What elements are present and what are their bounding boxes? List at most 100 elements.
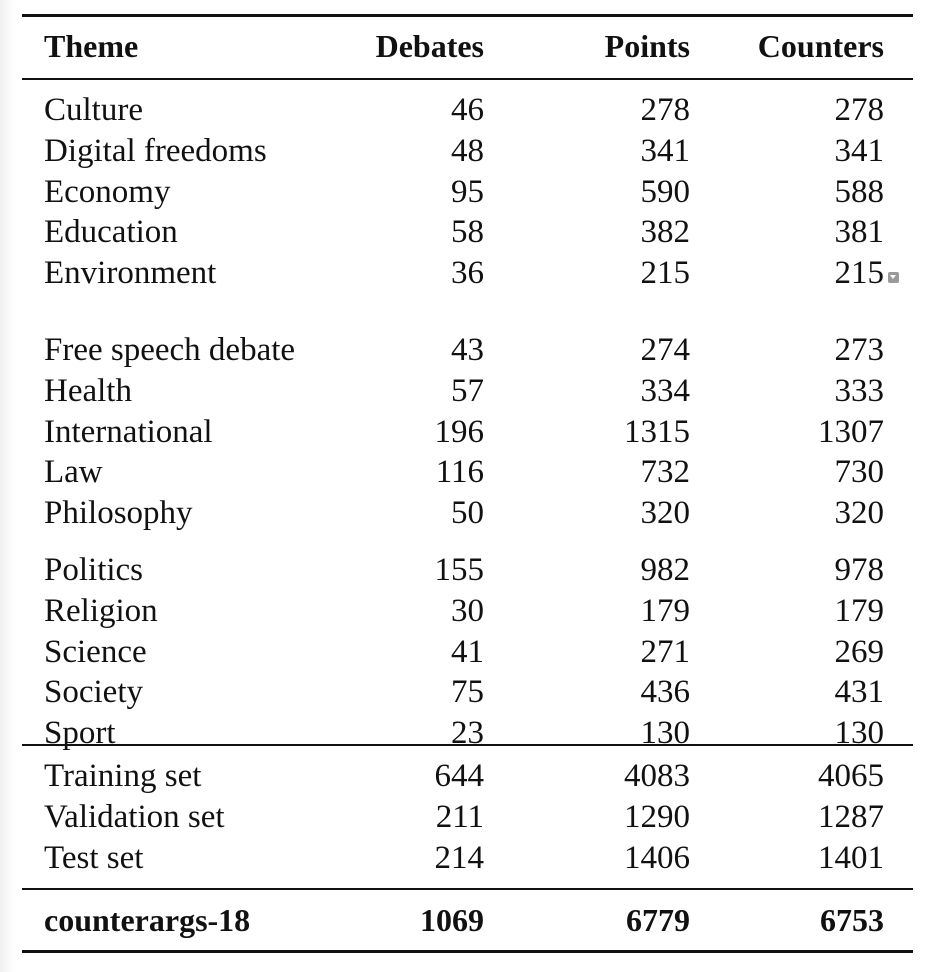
counters-cell: 1401 — [818, 840, 884, 876]
points-cell: 271 — [640, 634, 691, 670]
debates-cell: 23 — [451, 715, 484, 751]
theme-cell: Culture — [44, 92, 143, 128]
theme-cell: Health — [44, 373, 132, 409]
counters-cell: 273 — [834, 332, 885, 368]
splits-rule — [22, 744, 913, 746]
counters-cell: 333 — [834, 373, 885, 409]
header-theme: Theme — [44, 28, 139, 64]
debates-cell: 75 — [451, 674, 484, 710]
table-row: Science 41 271 269 — [22, 632, 913, 673]
header-points: Points — [604, 28, 690, 64]
theme-cell: International — [44, 414, 213, 450]
total-name: counterargs-18 — [44, 902, 251, 938]
header-debates: Debates — [375, 28, 484, 64]
debates-cell: 155 — [434, 552, 485, 588]
top-rule — [22, 14, 913, 17]
table-row: Training set 644 4083 4065 — [22, 756, 913, 797]
debates-cell: 43 — [451, 332, 484, 368]
counters-cell: 278 — [834, 92, 885, 128]
points-cell: 130 — [640, 715, 691, 751]
points-cell: 732 — [640, 454, 691, 490]
debates-cell: 50 — [451, 495, 484, 531]
debates-cell: 46 — [451, 92, 484, 128]
points-cell: 341 — [640, 133, 691, 169]
points-cell: 436 — [640, 674, 691, 710]
total-counters: 6753 — [820, 902, 884, 938]
theme-cell: Philosophy — [44, 495, 193, 531]
theme-cell: Science — [44, 634, 147, 670]
points-cell: 334 — [640, 373, 691, 409]
table-row: Religion 30 179 179 — [22, 591, 913, 632]
debates-cell: 41 — [451, 634, 484, 670]
counters-cell: 588 — [834, 174, 885, 210]
bottom-rule — [22, 950, 913, 953]
header-row: Theme Debates Points Counters — [22, 26, 913, 67]
counters-cell: 381 — [834, 214, 885, 250]
table-row: International 196 1315 1307 — [22, 412, 913, 453]
debates-cell: 58 — [451, 214, 484, 250]
table-row: Free speech debate 43 274 273 — [22, 330, 913, 371]
points-cell: 982 — [640, 552, 691, 588]
theme-cell: Politics — [44, 552, 144, 588]
counters-cell: 269 — [834, 634, 885, 670]
table-row: Education 58 382 381 — [22, 212, 913, 253]
table-row: Sport 23 130 130 — [22, 713, 913, 754]
debates-cell: 95 — [451, 174, 484, 210]
debates-cell: 30 — [451, 593, 484, 629]
counters-cell: 341 — [834, 133, 885, 169]
debates-cell: 196 — [434, 414, 485, 450]
debates-cell: 48 — [451, 133, 484, 169]
counters-cell: 1307 — [818, 414, 884, 450]
counters-cell: 730 — [834, 454, 885, 490]
points-cell: 274 — [640, 332, 691, 368]
theme-cell: Law — [44, 454, 103, 490]
points-cell: 1315 — [624, 414, 690, 450]
counters-cell: 179 — [834, 593, 885, 629]
table-row: Society 75 436 431 — [22, 672, 913, 713]
points-cell: 320 — [640, 495, 691, 531]
theme-cell: Free speech debate — [44, 332, 296, 368]
theme-cell: Validation set — [44, 799, 225, 835]
points-cell: 1290 — [624, 799, 690, 835]
total-points: 6779 — [626, 902, 690, 938]
counters-cell: 215 — [834, 255, 885, 291]
table-row: Digital freedoms 48 341 341 — [22, 131, 913, 172]
table-row: Politics 155 982 978 — [22, 550, 913, 591]
theme-cell: Education — [44, 214, 178, 250]
theme-cell: Environment — [44, 255, 217, 291]
debates-cell: 644 — [434, 758, 485, 794]
debates-cell: 36 — [451, 255, 484, 291]
theme-cell: Economy — [44, 174, 171, 210]
points-cell: 382 — [640, 214, 691, 250]
table-row: Health 57 334 333 — [22, 371, 913, 412]
total-rule — [22, 888, 913, 890]
table-row: Culture 46 278 278 — [22, 90, 913, 131]
counters-cell: 130 — [834, 715, 885, 751]
header-rule — [22, 78, 913, 80]
table-row: Validation set 211 1290 1287 — [22, 797, 913, 838]
theme-cell: Society — [44, 674, 143, 710]
points-cell: 179 — [640, 593, 691, 629]
debates-cell: 214 — [434, 840, 485, 876]
points-cell: 215 — [640, 255, 691, 291]
theme-cell: Sport — [44, 715, 116, 751]
points-cell: 1406 — [624, 840, 690, 876]
counters-cell: 320 — [834, 495, 885, 531]
debates-cell: 57 — [451, 373, 484, 409]
counters-cell: 978 — [834, 552, 885, 588]
table-row: Environment 36 215 215 — [22, 253, 913, 294]
debates-cell: 211 — [435, 799, 484, 835]
theme-cell: Religion — [44, 593, 158, 629]
table-row: Economy 95 590 588 — [22, 172, 913, 213]
comment-marker-icon[interactable] — [888, 272, 899, 283]
total-row: counterargs-18 1069 6779 6753 — [22, 900, 913, 941]
table-row: Law 116 732 730 — [22, 452, 913, 493]
theme-cell: Test set — [44, 840, 144, 876]
counters-cell: 4065 — [818, 758, 884, 794]
debates-cell: 116 — [435, 454, 484, 490]
points-cell: 278 — [640, 92, 691, 128]
points-cell: 4083 — [624, 758, 690, 794]
total-debates: 1069 — [420, 902, 484, 938]
page-edge-shadow — [0, 0, 14, 972]
header-counters: Counters — [757, 28, 884, 64]
